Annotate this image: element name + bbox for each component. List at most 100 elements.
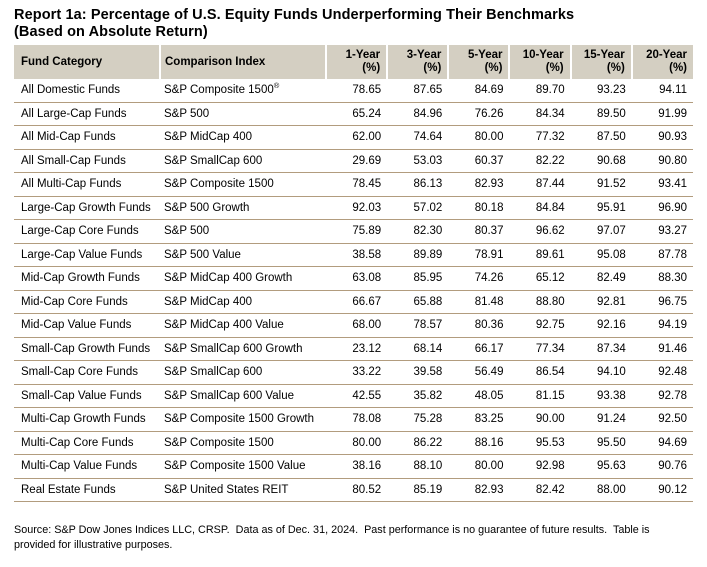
percentage-value-cell: 77.34 [509,337,571,361]
table-row: Large-Cap Value Funds S&P 500 Value 38.58 8… [14,243,693,267]
percentage-value-cell: 65.88 [387,290,449,314]
fund-category-cell: Large-Cap Value Funds [14,243,160,267]
percentage-value-cell: 88.16 [448,431,510,455]
percentage-value-cell: 80.00 [326,431,388,455]
table-row: All Large-Cap Funds S&P 500 65.24 84.96 76.2… [14,102,693,126]
percentage-value-cell: 82.49 [570,266,632,291]
report-title-line1: Report 1a: Percentage of U.S. Equity Fun… [14,7,575,23]
header-5-year: 5-Year (%) [447,45,510,79]
comparison-index-cell: S&P MidCap 400 [160,290,326,314]
table-row: Real Estate Funds S&P United States REIT 8… [14,478,693,502]
comparison-index-cell: S&P United States REIT [160,478,326,502]
percentage-value-cell: 35.82 [387,384,449,408]
fund-category-cell: Large-Cap Core Funds [14,219,160,244]
percentage-value-cell: 80.18 [448,196,510,220]
percentage-value-cell: 48.05 [448,384,510,408]
table-row: Multi-Cap Value Funds S&P Composite 1500 … [14,454,693,479]
percentage-value-cell: 89.89 [387,243,449,267]
comparison-index-cell: S&P 500 [160,219,326,244]
source-footnote: Source: S&P Dow Jones Indices LLC, CRSP.… [14,524,653,551]
percentage-value-cell: 93.38 [570,384,632,408]
percentage-value-cell: 57.02 [387,196,449,220]
fund-category-cell: Mid-Cap Core Funds [14,290,160,314]
comparison-index-cell: S&P SmallCap 600 Value [160,384,326,408]
percentage-value-cell: 65.12 [509,266,571,291]
percentage-value-cell: 87.44 [509,172,571,197]
table-row: All Small-Cap Funds S&P SmallCap 600 29.69… [14,149,693,173]
table-row: Mid-Cap Growth Funds S&P MidCap 400 Growt… [14,266,693,291]
percentage-value-cell: 80.52 [326,478,388,502]
percentage-value-cell: 91.52 [570,172,632,197]
fund-category-cell: Multi-Cap Core Funds [14,431,160,455]
percentage-value-cell: 29.69 [326,149,388,173]
percentage-value-cell: 90.76 [631,454,693,479]
percentage-value-cell: 94.11 [631,79,693,103]
table-row: Small-Cap Core Funds S&P SmallCap 600 33.2… [14,360,693,385]
comparison-index-cell: S&P 500 Growth [160,196,326,220]
table-body: All Domestic Funds S&P Composite 1500® 78.… [14,79,693,502]
comparison-index-cell: S&P 500 Value [160,243,326,267]
percentage-value-cell: 89.70 [509,79,571,103]
percentage-value-cell: 91.46 [631,337,693,361]
percentage-value-cell: 53.03 [387,149,449,173]
percentage-value-cell: 82.22 [509,149,571,173]
percentage-value-cell: 92.75 [509,313,571,338]
comparison-index-cell: S&P Composite 1500® [160,79,326,103]
percentage-value-cell: 95.08 [570,243,632,267]
percentage-value-cell: 75.28 [387,407,449,432]
fund-category-cell: Small-Cap Growth Funds [14,337,160,361]
comparison-index-cell: S&P MidCap 400 [160,125,326,150]
fund-category-cell: All Domestic Funds [14,79,160,103]
fund-category-cell: Multi-Cap Growth Funds [14,407,160,432]
percentage-value-cell: 87.65 [387,79,449,103]
fund-category-cell: Real Estate Funds [14,478,160,502]
percentage-value-cell: 62.00 [326,125,388,150]
table-row: All Multi-Cap Funds S&P Composite 1500 78.… [14,172,693,197]
percentage-value-cell: 74.26 [448,266,510,291]
percentage-value-cell: 86.54 [509,360,571,385]
percentage-value-cell: 88.10 [387,454,449,479]
percentage-value-cell: 92.03 [326,196,388,220]
comparison-index-cell: S&P MidCap 400 Value [160,313,326,338]
percentage-value-cell: 89.50 [570,102,632,126]
comparison-index-cell: S&P SmallCap 600 [160,149,326,173]
percentage-value-cell: 93.41 [631,172,693,197]
comparison-index-cell: S&P SmallCap 600 Growth [160,337,326,361]
percentage-value-cell: 39.58 [387,360,449,385]
percentage-value-cell: 91.99 [631,102,693,126]
percentage-value-cell: 97.07 [570,219,632,244]
table-header: Fund Category Comparison Index 1-Year (%… [14,45,693,79]
percentage-value-cell: 65.24 [326,102,388,126]
report-title-line2: (Based on Absolute Return) [14,24,208,40]
percentage-value-cell: 91.24 [570,407,632,432]
percentage-value-cell: 84.96 [387,102,449,126]
percentage-value-cell: 93.27 [631,219,693,244]
header-fund-category: Fund Category [14,45,160,79]
percentage-value-cell: 60.37 [448,149,510,173]
fund-category-cell: Large-Cap Growth Funds [14,196,160,220]
percentage-value-cell: 80.36 [448,313,510,338]
percentage-value-cell: 90.80 [631,149,693,173]
percentage-value-cell: 90.68 [570,149,632,173]
fund-category-cell: Mid-Cap Value Funds [14,313,160,338]
percentage-value-cell: 96.62 [509,219,571,244]
comparison-index-cell: S&P MidCap 400 Growth [160,266,326,291]
percentage-value-cell: 63.08 [326,266,388,291]
percentage-value-cell: 84.84 [509,196,571,220]
percentage-value-cell: 86.13 [387,172,449,197]
percentage-value-cell: 95.91 [570,196,632,220]
fund-category-cell: Small-Cap Core Funds [14,360,160,385]
percentage-value-cell: 84.69 [448,79,510,103]
percentage-value-cell: 92.48 [631,360,693,385]
percentage-value-cell: 90.00 [509,407,571,432]
comparison-index-cell: S&P 500 [160,102,326,126]
comparison-index-cell: S&P Composite 1500 [160,431,326,455]
registered-trademark-mark: ® [273,81,280,91]
percentage-value-cell: 78.45 [326,172,388,197]
table-row: Small-Cap Growth Funds S&P SmallCap 600 G… [14,337,693,361]
percentage-value-cell: 94.10 [570,360,632,385]
percentage-value-cell: 92.81 [570,290,632,314]
percentage-value-cell: 82.93 [448,172,510,197]
percentage-value-cell: 82.42 [509,478,571,502]
percentage-value-cell: 76.26 [448,102,510,126]
